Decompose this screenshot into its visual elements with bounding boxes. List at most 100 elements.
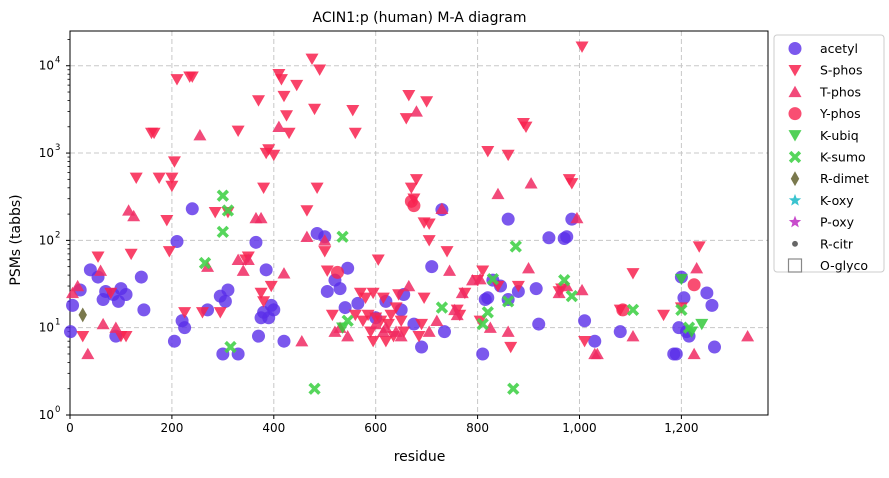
data-point	[443, 264, 457, 276]
data-point	[507, 382, 520, 395]
data-point	[274, 74, 288, 86]
data-point	[341, 329, 355, 342]
data-point	[277, 334, 291, 348]
legend-label: acetyl	[820, 41, 858, 56]
data-point	[341, 314, 354, 327]
data-point	[277, 90, 291, 103]
data-point	[208, 207, 222, 219]
data-point	[402, 279, 416, 292]
data-point	[501, 212, 515, 226]
data-point	[318, 246, 332, 258]
y-tick-exponent: 1	[55, 318, 60, 328]
data-point	[254, 287, 268, 300]
x-tick-label: 0	[66, 421, 74, 435]
data-point	[626, 268, 640, 280]
data-point	[195, 307, 209, 319]
x-tick-label: 400	[262, 421, 285, 435]
data-point	[267, 303, 281, 317]
data-point	[430, 314, 444, 326]
data-point	[170, 74, 184, 86]
data-point	[741, 329, 755, 342]
data-point	[81, 347, 95, 360]
data-point	[552, 286, 566, 299]
legend-marker	[787, 258, 803, 273]
data-point	[318, 234, 332, 246]
data-point	[524, 177, 538, 189]
data-point	[216, 189, 229, 202]
data-point	[369, 317, 383, 330]
data-point	[677, 291, 691, 305]
legend-entry: T-phos	[788, 84, 861, 99]
data-point	[267, 149, 281, 162]
data-point	[336, 230, 349, 243]
chart-title: ACIN1:p (human) M-A diagram	[313, 10, 527, 26]
data-point	[185, 71, 199, 83]
data-point	[310, 182, 324, 194]
data-point	[687, 278, 701, 292]
data-point	[374, 315, 388, 327]
data-point	[511, 280, 525, 293]
data-point	[236, 264, 250, 276]
legend: acetyl S-phos T-phos Y-phos K-ubiq K-sumo R-di…	[773, 34, 885, 273]
data-point	[682, 321, 696, 334]
legend-entry: R-dimet	[790, 171, 869, 186]
data-point	[409, 105, 423, 117]
data-point	[66, 298, 80, 312]
x-tick-label: 1,000	[562, 421, 596, 435]
data-point	[119, 287, 133, 301]
data-point	[165, 172, 179, 185]
data-point	[366, 287, 380, 300]
data-point	[409, 174, 423, 186]
data-point	[435, 202, 449, 214]
data-point	[124, 248, 138, 261]
data-point	[137, 303, 151, 317]
legend-marker	[788, 215, 802, 228]
y-tick-exponent: 0	[55, 405, 60, 415]
data-point	[224, 340, 237, 354]
data-point	[486, 272, 500, 286]
data-point	[616, 303, 630, 317]
data-point	[313, 64, 327, 76]
legend-marker	[788, 107, 802, 121]
data-point	[336, 322, 350, 334]
data-point	[626, 329, 640, 342]
data-point	[481, 306, 494, 319]
data-point	[502, 295, 515, 308]
legend-entry: acetyl	[788, 41, 858, 56]
data-point	[338, 301, 352, 315]
data-point	[417, 292, 431, 304]
data-point	[522, 262, 536, 274]
data-point	[364, 326, 378, 338]
data-point	[425, 260, 439, 274]
data-point	[558, 274, 571, 287]
data-point	[127, 209, 141, 222]
data-point	[71, 279, 85, 292]
series-R-dimet	[78, 307, 87, 323]
data-point	[529, 282, 543, 296]
data-point	[371, 254, 385, 266]
data-point	[152, 172, 166, 185]
data-point	[381, 318, 395, 331]
series-Y-phos	[330, 194, 701, 317]
legend-label: K-oxy	[820, 193, 854, 208]
data-point	[359, 292, 373, 304]
data-point	[272, 120, 286, 132]
data-point	[277, 267, 291, 279]
data-point	[348, 127, 362, 140]
series-K-sumo	[198, 189, 696, 395]
legend-marker	[788, 85, 802, 98]
data-point	[476, 317, 489, 331]
data-point	[221, 283, 235, 297]
data-point	[389, 302, 403, 314]
data-point	[626, 303, 640, 317]
data-point	[91, 251, 105, 263]
legend-entry: K-oxy	[788, 193, 854, 208]
data-point	[501, 325, 515, 337]
y-tick-label: 10	[39, 233, 54, 247]
y-tick-exponent: 4	[55, 56, 60, 66]
data-point	[300, 230, 314, 242]
data-point	[333, 282, 347, 296]
legend-entry: P-oxy	[788, 215, 855, 230]
data-point	[455, 286, 469, 299]
